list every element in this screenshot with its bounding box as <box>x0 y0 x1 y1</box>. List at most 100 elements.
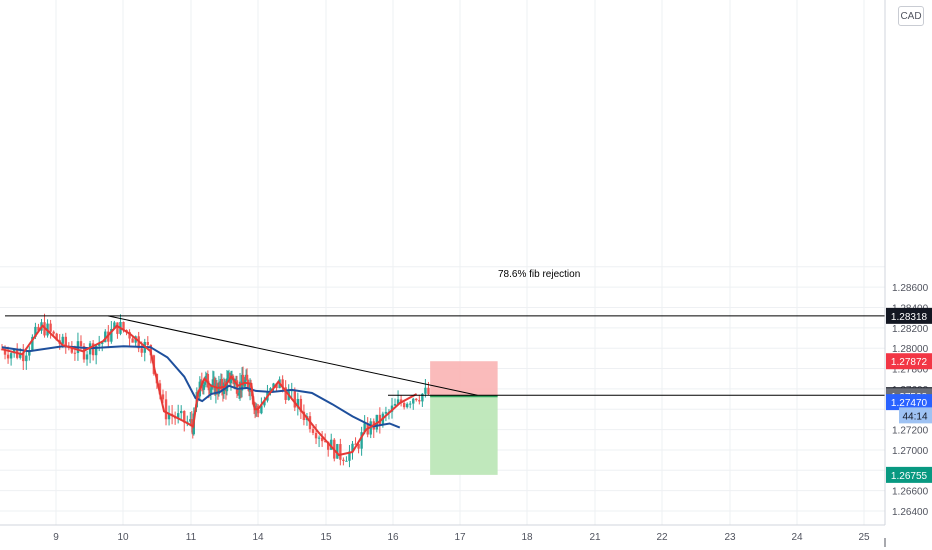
candle-body <box>110 328 113 342</box>
price-label-box <box>886 307 932 324</box>
candle-body <box>240 374 244 391</box>
price-tick-label: 1.28600 <box>892 283 929 294</box>
candle-body <box>49 323 52 332</box>
candle-body <box>302 411 306 421</box>
candle-body <box>384 411 388 414</box>
slow-moving-average-line <box>1 345 401 429</box>
candle-body <box>317 437 321 439</box>
price-tick-label: 1.26600 <box>892 487 929 498</box>
candle-body <box>409 403 412 405</box>
candle-body <box>55 333 58 341</box>
candle-body <box>396 399 400 405</box>
candle-body <box>140 348 143 353</box>
candle-body <box>203 382 207 385</box>
time-tick-label: 9 <box>53 532 59 543</box>
candle-body <box>360 432 363 449</box>
candle-body <box>223 382 227 385</box>
candle-body <box>211 379 215 387</box>
candle-body <box>161 394 165 400</box>
candle-body <box>229 379 233 384</box>
candle-body <box>146 341 149 345</box>
price-tick-label: 1.28000 <box>892 344 929 355</box>
price-label-text: 1.26755 <box>891 471 928 482</box>
candle-body <box>281 379 284 388</box>
candle-body <box>209 388 213 394</box>
position-zones <box>430 361 498 475</box>
candle-series <box>0 313 430 468</box>
candle-body <box>73 352 77 354</box>
candle-body <box>104 331 107 343</box>
candle-body <box>34 326 37 337</box>
candle-body <box>235 380 239 394</box>
candle-body <box>164 399 168 420</box>
candle-body <box>116 322 119 334</box>
candle-body <box>237 392 241 395</box>
candle-body <box>31 336 34 351</box>
candle-body <box>405 403 409 408</box>
candle-body <box>351 443 354 452</box>
price-tick-label: 1.27000 <box>892 446 929 457</box>
candle-body <box>399 399 403 403</box>
candle-body <box>25 355 28 362</box>
candle-body <box>19 352 22 358</box>
candle-body <box>70 347 74 353</box>
candle-body <box>363 423 366 433</box>
candle-body <box>82 346 86 360</box>
candle-body <box>37 326 40 331</box>
candle-body <box>220 378 224 391</box>
drawing-lines[interactable] <box>5 315 885 396</box>
candle-body <box>226 374 230 379</box>
price-label-box <box>886 394 932 411</box>
take-profit-zone <box>430 396 498 475</box>
candle-body <box>167 413 171 420</box>
candle-body <box>327 441 330 450</box>
candle-body <box>330 439 333 450</box>
candle-body <box>183 410 186 423</box>
time-tick-label: 21 <box>589 532 601 543</box>
candle-body <box>314 432 318 439</box>
candle-body <box>6 354 10 359</box>
candle-body <box>189 419 192 422</box>
candle-body <box>378 414 382 425</box>
time-tick-label: 15 <box>320 532 332 543</box>
candle-body <box>101 342 104 344</box>
candle-body <box>357 443 360 449</box>
candle-body <box>28 350 31 356</box>
candle-body <box>393 404 397 406</box>
price-tick-label: 1.27800 <box>892 365 929 376</box>
candle-body <box>342 459 345 462</box>
time-tick-label: 24 <box>791 532 803 543</box>
time-tick-label: 16 <box>387 532 399 543</box>
price-tick-label: 1.28200 <box>892 324 929 335</box>
time-tick-label: 23 <box>724 532 736 543</box>
candle-body <box>320 437 324 442</box>
time-tick-label: 10 <box>117 532 129 543</box>
candle-body <box>94 345 98 356</box>
price-label-box <box>899 407 932 424</box>
price-labels: 1.283181.278721.275381.275281.2747044:14… <box>886 307 932 483</box>
price-label-box <box>886 466 932 483</box>
candle-body <box>245 374 249 380</box>
time-axis[interactable]: 9 10 11 14 15 16 17 18 21 22 23 24 25 <box>53 532 870 543</box>
time-tick-label: 17 <box>454 532 466 543</box>
candle-body <box>263 400 266 406</box>
candle-body <box>85 354 89 360</box>
price-label-text: 1.27470 <box>891 398 928 409</box>
candle-body <box>323 441 327 443</box>
chart-axes <box>0 0 886 547</box>
fast-moving-average-line <box>1 324 418 457</box>
candle-body <box>293 390 296 408</box>
time-tick-label: 11 <box>186 532 197 543</box>
price-label-box <box>886 353 932 370</box>
candle-body <box>402 402 406 408</box>
price-tick-label: 1.27200 <box>892 426 929 437</box>
candle-body <box>149 344 153 356</box>
stop-loss-zone <box>430 361 498 397</box>
bar-countdown-label: 44:14 <box>902 411 927 422</box>
candle-body <box>210 386 214 389</box>
trendline[interactable] <box>107 315 478 396</box>
currency-button[interactable]: CAD <box>898 6 924 26</box>
candle-body <box>424 387 427 394</box>
candle-body <box>113 322 116 329</box>
